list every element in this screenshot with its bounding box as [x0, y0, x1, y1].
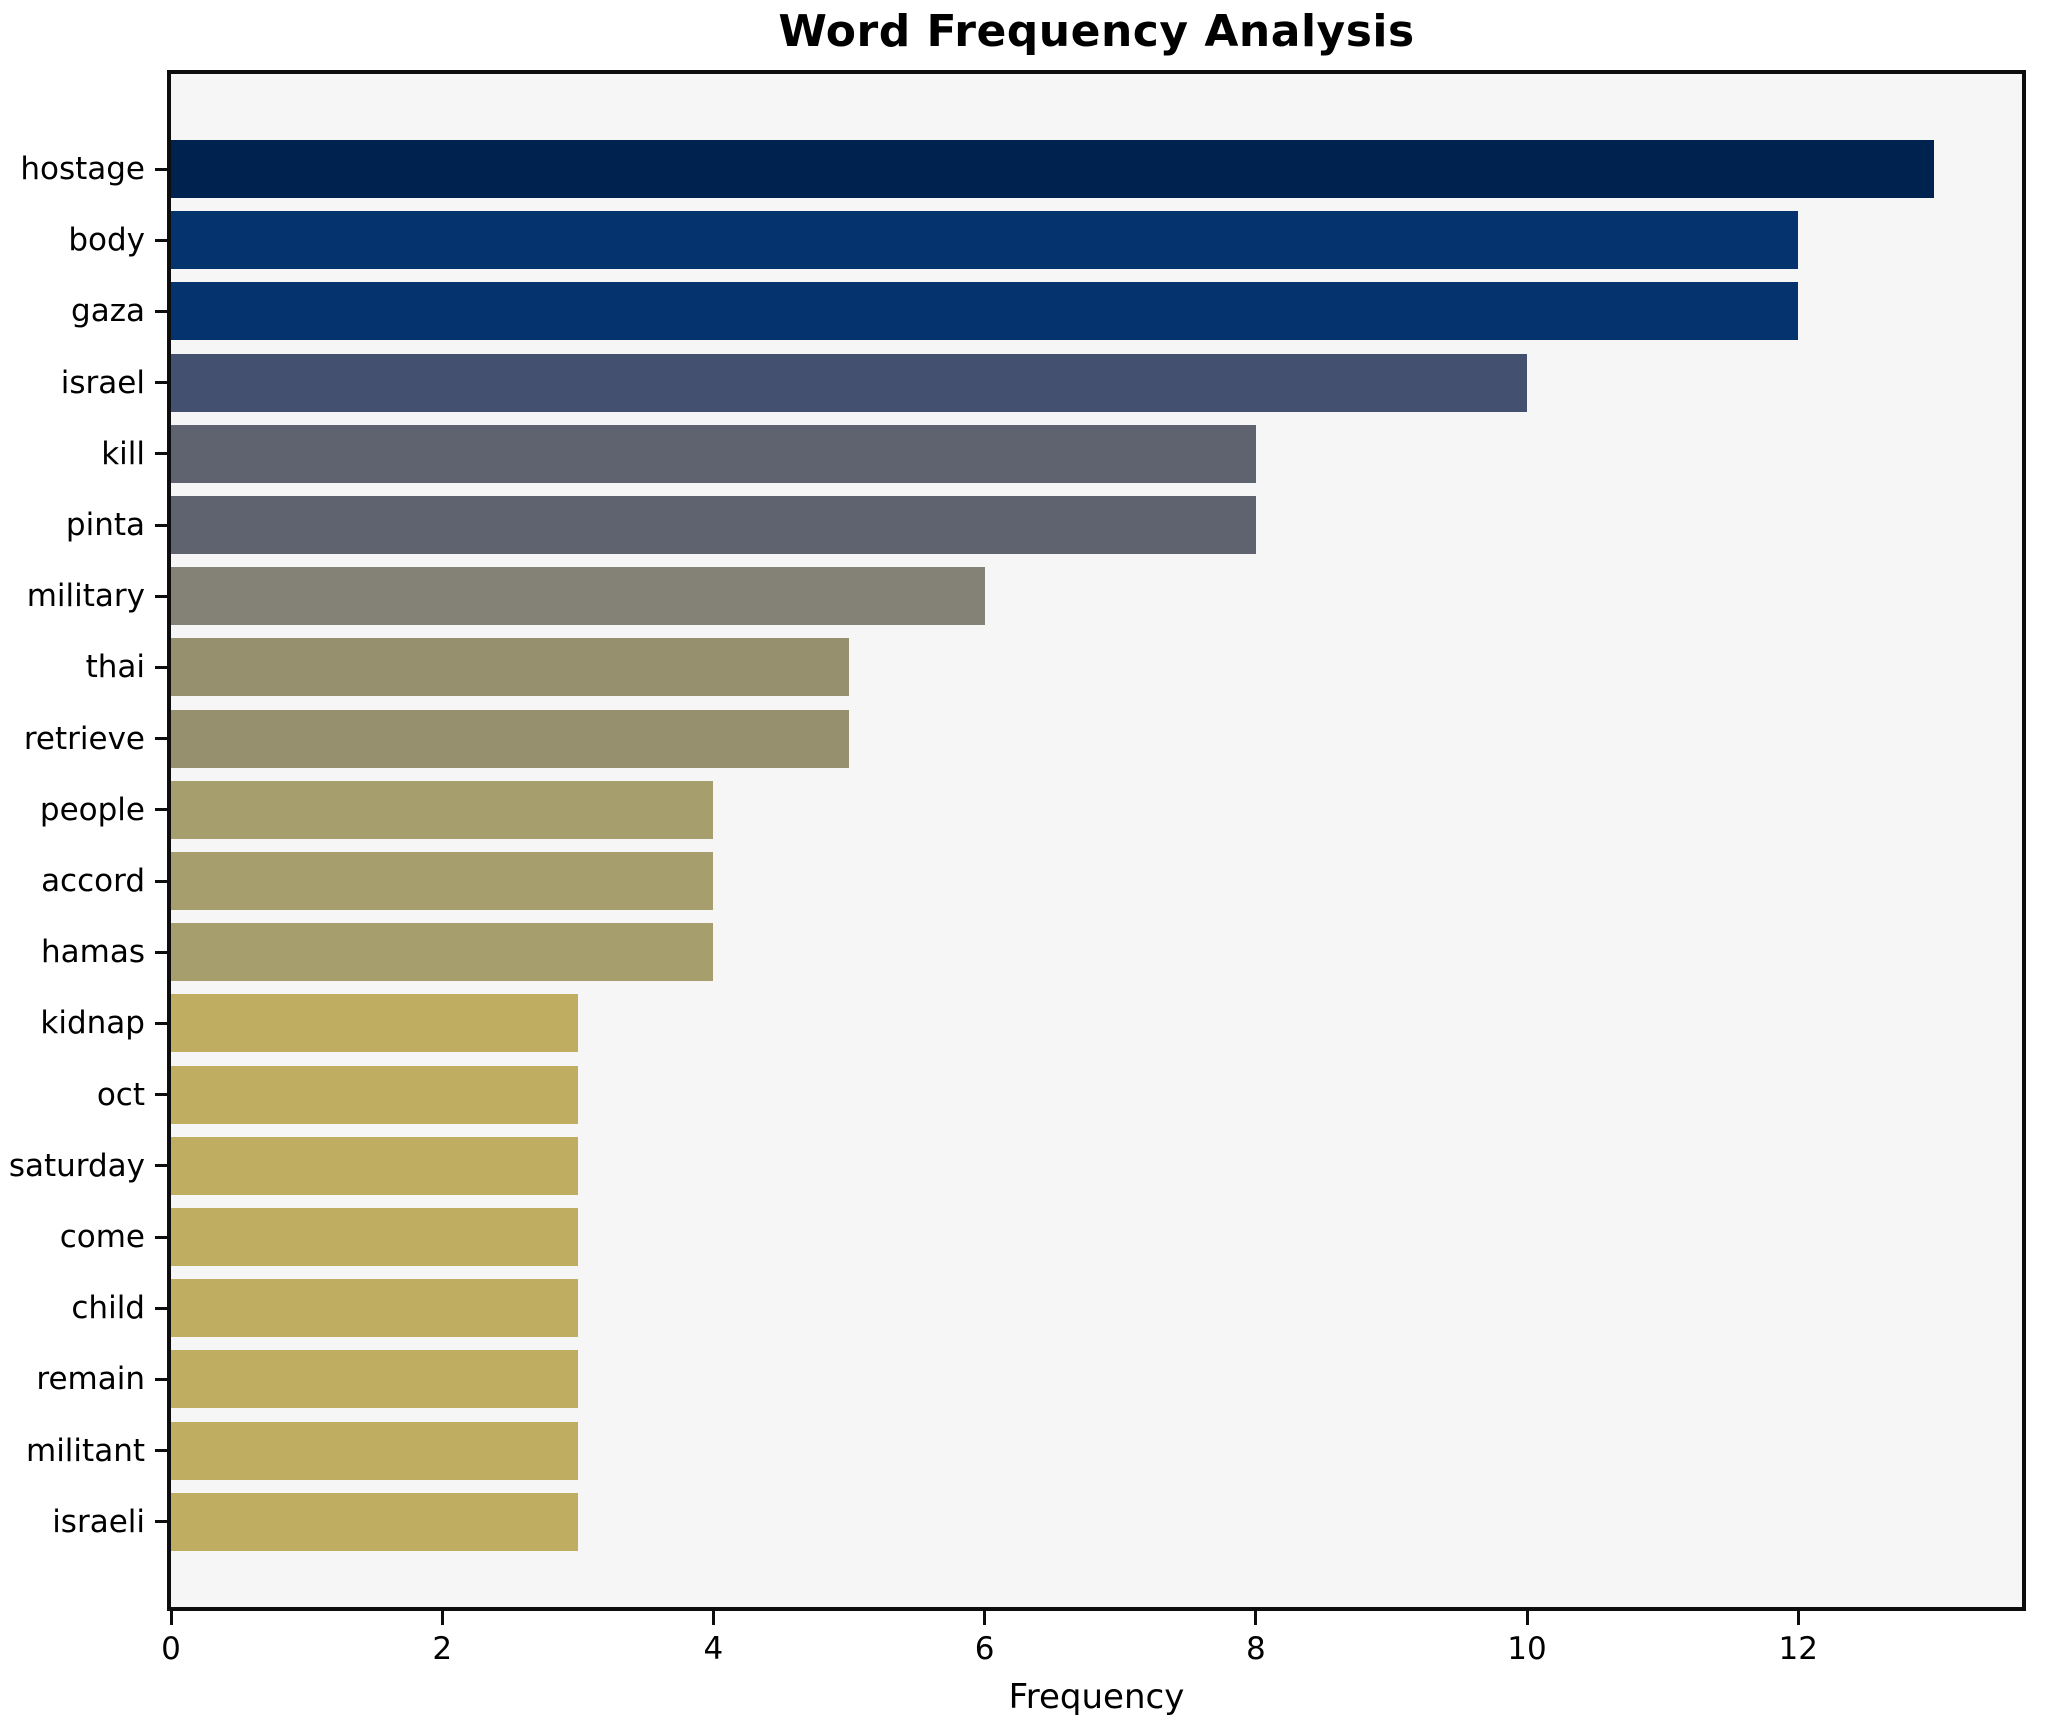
bar-militant: [171, 1421, 578, 1480]
bar-hamas: [171, 923, 714, 982]
y-tick-mark: [155, 1520, 167, 1524]
bar-accord: [171, 852, 714, 910]
x-tick-label: 2: [432, 1631, 453, 1667]
y-tick-label-remain: remain: [36, 1361, 145, 1398]
y-tick-label-hostage: hostage: [20, 151, 145, 187]
bar-kidnap: [171, 994, 578, 1053]
y-tick-mark: [155, 879, 167, 883]
x-tick-label: 4: [703, 1631, 724, 1667]
bar-saturday: [171, 1136, 578, 1195]
bar-hostage: [171, 140, 1934, 198]
bar-military: [171, 567, 985, 626]
x-tick-label: 8: [1245, 1631, 1266, 1667]
y-tick-label-kidnap: kidnap: [40, 1005, 145, 1042]
bar-pinta: [171, 496, 1256, 554]
y-tick-label-child: child: [71, 1290, 145, 1327]
y-tick-label-accord: accord: [41, 863, 145, 899]
y-tick-label-israeli: israeli: [52, 1503, 145, 1540]
y-tick-label-retrieve: retrieve: [23, 720, 145, 757]
y-tick-mark: [155, 1164, 167, 1168]
y-tick-label-come: come: [59, 1219, 145, 1255]
plot-area: [167, 70, 2026, 1611]
y-tick-label-kill: kill: [101, 435, 145, 472]
y-tick-mark: [155, 1306, 167, 1310]
y-tick-mark: [155, 1449, 167, 1453]
y-tick-label-military: military: [26, 578, 145, 615]
chart-title: Word Frequency Analysis: [778, 6, 1415, 57]
y-tick-mark: [155, 594, 167, 598]
y-tick-mark: [155, 808, 167, 812]
y-tick-label-pinta: pinta: [65, 507, 145, 543]
x-tick-mark: [1525, 1611, 1529, 1625]
y-tick-mark: [155, 238, 167, 242]
y-tick-label-hamas: hamas: [41, 934, 145, 971]
bar-body: [171, 211, 1799, 270]
bar-thai: [171, 638, 850, 697]
x-axis-label: Frequency: [1008, 1677, 1185, 1717]
y-tick-mark: [155, 665, 167, 669]
y-tick-mark: [155, 452, 167, 456]
x-tick-label: 6: [974, 1631, 995, 1667]
bar-gaza: [171, 282, 1799, 341]
y-tick-mark: [155, 309, 167, 313]
bar-child: [171, 1279, 578, 1338]
y-tick-label-body: body: [68, 222, 145, 259]
y-tick-mark: [155, 381, 167, 385]
bar-remain: [171, 1350, 578, 1409]
y-tick-label-militant: militant: [26, 1432, 145, 1469]
y-tick-label-oct: oct: [96, 1076, 145, 1113]
y-tick-mark: [155, 1377, 167, 1381]
bar-oct: [171, 1065, 578, 1124]
y-tick-mark: [155, 950, 167, 954]
x-tick-label: 10: [1507, 1631, 1547, 1667]
y-tick-label-gaza: gaza: [71, 293, 145, 330]
x-tick-mark: [169, 1611, 173, 1625]
y-tick-mark: [155, 167, 167, 171]
y-tick-label-people: people: [39, 791, 145, 828]
x-tick-mark: [711, 1611, 715, 1625]
x-tick-mark: [1796, 1611, 1800, 1625]
y-tick-label-saturday: saturday: [8, 1147, 145, 1184]
bar-kill: [171, 424, 1256, 483]
y-tick-label-israel: israel: [60, 364, 145, 401]
bar-people: [171, 780, 714, 839]
x-tick-mark: [1254, 1611, 1258, 1625]
bar-israel: [171, 353, 1528, 412]
y-tick-mark: [155, 1021, 167, 1025]
bar-come: [171, 1208, 578, 1266]
y-tick-label-thai: thai: [85, 649, 145, 686]
x-tick-mark: [440, 1611, 444, 1625]
y-tick-mark: [155, 737, 167, 741]
x-tick-label: 12: [1778, 1631, 1818, 1667]
bar-retrieve: [171, 709, 850, 768]
bar-israeli: [171, 1492, 578, 1551]
y-tick-mark: [155, 1235, 167, 1239]
y-tick-mark: [155, 523, 167, 527]
x-tick-mark: [983, 1611, 987, 1625]
x-tick-label: 0: [161, 1631, 181, 1667]
y-tick-mark: [155, 1093, 167, 1097]
